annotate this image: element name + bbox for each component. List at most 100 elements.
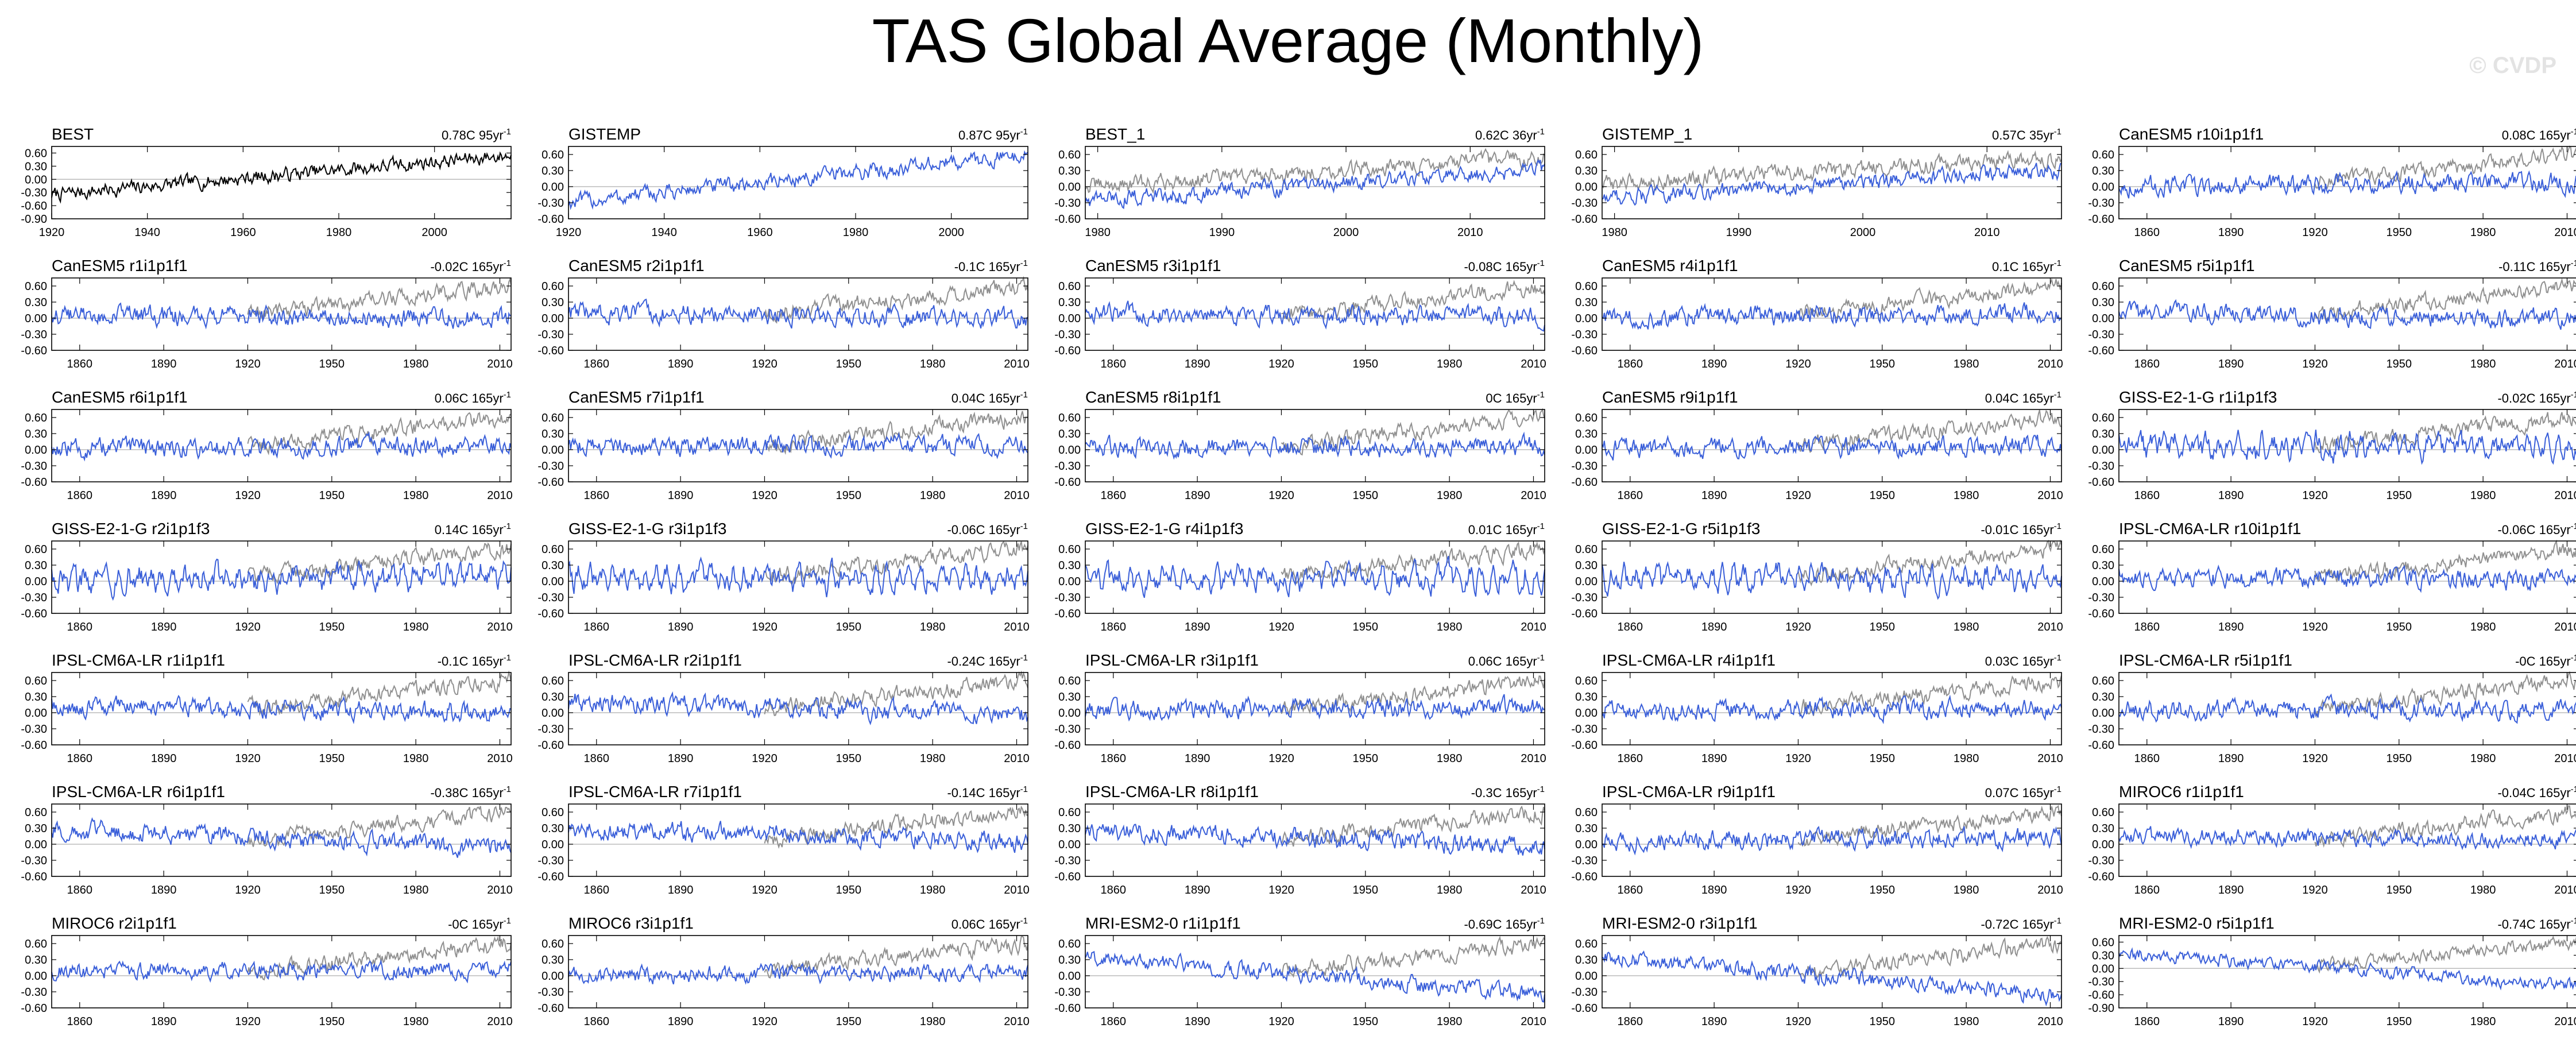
x-tick-label: 1920 [1268, 621, 1294, 633]
x-tick-label: 1860 [584, 358, 610, 370]
x-tick-label: 2010 [1521, 884, 1546, 896]
panel-title: BEST_1 [1085, 125, 1145, 143]
y-tick-label: 0.60 [25, 147, 47, 160]
y-tick-label: 0.00 [1058, 181, 1081, 194]
y-tick-label: 0.00 [25, 707, 47, 720]
y-tick-label: -0.30 [1571, 592, 1598, 604]
plot-frame [2118, 672, 2576, 745]
x-tick-label: 1860 [1618, 358, 1643, 370]
y-tick-label: -0.30 [537, 328, 564, 341]
x-tick-label: 1860 [67, 1015, 93, 1028]
y-tick-label: 0.60 [2092, 280, 2114, 293]
x-tick-label: 1860 [67, 621, 93, 633]
panel-trend: -0.14C 165yr-1 [947, 784, 1028, 800]
model-series-line [2118, 947, 2576, 991]
observed-series-line [2314, 805, 2576, 848]
panel-title: MIROC6 r3i1p1f1 [568, 914, 694, 932]
observed-series-line [1281, 541, 1545, 585]
x-tick-label: 1860 [1101, 1015, 1127, 1028]
observed-series-line [247, 412, 512, 455]
x-tick-label: 1890 [668, 752, 694, 765]
x-tick-label: 1980 [920, 621, 946, 633]
x-tick-label: 1890 [668, 884, 694, 896]
plot-frame [1085, 672, 1545, 745]
trend-exponent: -1 [2571, 521, 2576, 531]
y-tick-label: -0.60 [537, 1002, 564, 1015]
y-tick-label: -0.60 [1571, 345, 1598, 357]
y-tick-label: -0.30 [2088, 723, 2114, 736]
x-tick-label: 1890 [2218, 358, 2244, 370]
model-series-line [568, 963, 1028, 985]
y-tick-label: 0.30 [2092, 822, 2114, 835]
observed-series-line [2314, 671, 2576, 718]
x-tick-label: 1950 [1870, 752, 1896, 765]
x-tick-label: 1890 [1701, 358, 1727, 370]
x-tick-label: 2000 [421, 226, 447, 239]
x-tick-label: 1980 [2470, 226, 2496, 239]
x-tick-label: 2000 [938, 226, 964, 239]
observed-series-line [2314, 145, 2576, 190]
y-tick-label: -0.60 [537, 608, 564, 620]
observed-series-line [51, 151, 512, 204]
x-tick-label: 1890 [2218, 226, 2244, 239]
model-series-line [51, 959, 512, 984]
y-tick-label: -0.30 [21, 187, 47, 199]
y-tick-label: 0.00 [25, 173, 47, 186]
y-tick-label: 0.00 [1058, 970, 1081, 983]
y-tick-label: -0.60 [537, 345, 564, 357]
x-tick-label: 1950 [1870, 358, 1896, 370]
x-tick-label: 1980 [1954, 621, 1979, 633]
y-tick-label: -0.30 [1054, 723, 1081, 736]
plot-frame [1602, 146, 2062, 219]
y-tick-label: 0.00 [541, 181, 564, 194]
x-tick-label: 1890 [151, 489, 177, 502]
trend-exponent: -1 [2571, 784, 2576, 794]
model-series-line [51, 694, 512, 725]
y-tick-label: 0.60 [2092, 412, 2114, 424]
y-tick-label: 0.00 [1575, 970, 1598, 983]
x-tick-label: 2010 [2037, 752, 2063, 765]
chart-panel: BEST 0.78C 95yr-1 0.600.300.00-0.30-0.60-0… [21, 125, 512, 239]
observed-series-line [2314, 936, 2576, 974]
y-tick-label: 0.00 [1058, 838, 1081, 851]
trend-exponent: -1 [504, 258, 511, 268]
y-tick-label: -0.30 [1571, 328, 1598, 341]
x-tick-label: 1950 [319, 752, 345, 765]
x-tick-label: 1980 [403, 752, 429, 765]
x-tick-label: 1890 [1701, 489, 1727, 502]
y-tick-label: -0.30 [537, 723, 564, 736]
chart-panel: CanESM5 r8i1p1f1 0C 165yr-1 0.60 0.30 0.00 -0… [1054, 388, 1546, 502]
y-tick-label: -0.30 [537, 460, 564, 473]
y-tick-label: 0.30 [1058, 954, 1081, 967]
y-tick-label: -0.60 [1054, 213, 1081, 226]
y-tick-label: -0.30 [1054, 328, 1081, 341]
panel-trend: -0.02C 165yr-1 [430, 258, 511, 274]
y-tick-label: -0.30 [1571, 986, 1598, 999]
y-tick-label: 0.30 [541, 296, 564, 309]
model-series-line [1085, 950, 1545, 1003]
panel-trend: 0.1C 165yr-1 [1992, 258, 2061, 274]
y-tick-label: 0.60 [1575, 149, 1598, 161]
x-tick-label: 1950 [319, 1015, 345, 1028]
chart-panel: IPSL-CM6A-LR r8i1p1f1 -0.3C 165yr-1 0.60 0.… [1054, 783, 1546, 896]
panel-title: CanESM5 r7i1p1f1 [568, 388, 705, 406]
plot-frame [2118, 146, 2576, 219]
x-tick-label: 2010 [1004, 489, 1030, 502]
y-tick-label: 0.60 [2092, 675, 2114, 687]
y-tick-label: -0.30 [21, 592, 47, 604]
x-tick-label: 1860 [584, 884, 610, 896]
y-tick-label: -0.30 [2088, 328, 2114, 341]
y-tick-label: -0.60 [1571, 871, 1598, 883]
y-tick-label: 0.30 [1575, 691, 1598, 704]
y-tick-label: -0.60 [2088, 213, 2114, 226]
x-tick-label: 2000 [1850, 226, 1876, 239]
x-tick-label: 1920 [1268, 358, 1294, 370]
x-tick-label: 1890 [1185, 1015, 1210, 1028]
x-tick-label: 1980 [1437, 621, 1463, 633]
y-tick-label: 0.60 [541, 938, 564, 950]
observed-series-line [764, 936, 1028, 979]
panel-trend: 0.06C 165yr-1 [952, 916, 1028, 932]
x-tick-label: 1860 [2134, 621, 2160, 633]
x-tick-label: 1860 [1618, 621, 1643, 633]
chart-panel: IPSL-CM6A-LR r4i1p1f1 0.03C 165yr-1 0.60 0.… [1571, 651, 2063, 765]
